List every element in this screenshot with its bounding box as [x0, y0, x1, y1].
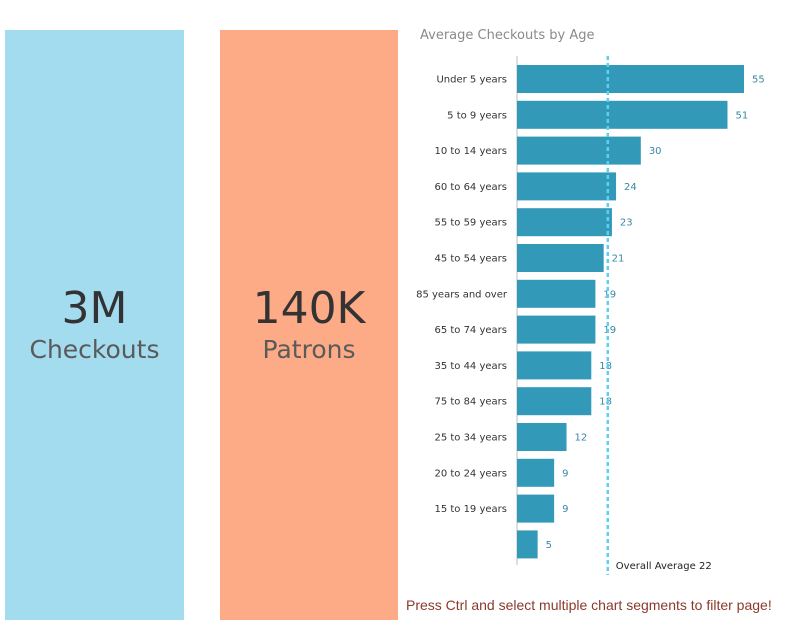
- data-label: 9: [562, 468, 568, 479]
- data-label: 19: [603, 289, 616, 300]
- checkouts-value: 3M: [61, 282, 128, 334]
- data-label: 18: [599, 397, 612, 408]
- bar[interactable]: [517, 172, 617, 201]
- patrons-label: Patrons: [262, 334, 356, 364]
- category-label: 75 to 84 years: [434, 397, 507, 408]
- bar[interactable]: [517, 530, 538, 559]
- data-label: 5: [546, 540, 552, 551]
- bar[interactable]: [517, 279, 596, 308]
- bar[interactable]: [517, 387, 592, 416]
- category-label: Under 5 years: [436, 75, 507, 86]
- average-line-label: Overall Average 22: [616, 561, 712, 572]
- data-label: 24: [624, 182, 637, 193]
- data-label: 9: [562, 504, 568, 515]
- category-label: 10 to 14 years: [434, 146, 507, 157]
- data-label: 23: [620, 218, 633, 229]
- category-label: 25 to 34 years: [434, 433, 507, 444]
- category-label: 55 to 59 years: [434, 218, 507, 229]
- category-label: 45 to 54 years: [434, 254, 507, 265]
- checkouts-label: Checkouts: [29, 334, 160, 364]
- patrons-value: 140K: [252, 282, 366, 334]
- category-label: 65 to 74 years: [434, 325, 507, 336]
- data-label: 12: [575, 433, 588, 444]
- bar[interactable]: [517, 65, 744, 93]
- bar[interactable]: [517, 136, 641, 165]
- bar[interactable]: [517, 100, 728, 129]
- bar[interactable]: [517, 315, 596, 344]
- bar[interactable]: [517, 244, 604, 272]
- bar[interactable]: [517, 423, 567, 451]
- category-label: 85 years and over: [416, 289, 508, 300]
- category-label: 35 to 44 years: [434, 361, 507, 372]
- patrons-card[interactable]: 140K Patrons: [220, 30, 398, 620]
- category-label: 60 to 64 years: [434, 182, 507, 193]
- bar[interactable]: [517, 494, 555, 523]
- chart-title: Average Checkouts by Age: [420, 28, 594, 43]
- data-label: 19: [603, 325, 616, 336]
- data-label: 18: [599, 361, 612, 372]
- bar[interactable]: [517, 351, 592, 380]
- data-label: 55: [752, 75, 765, 86]
- bar[interactable]: [517, 208, 612, 237]
- category-label: 15 to 19 years: [434, 504, 507, 515]
- average-checkouts-chart[interactable]: Average Checkouts by Age Under 5 years 55…: [400, 20, 799, 580]
- category-label: 20 to 24 years: [434, 468, 507, 479]
- bar[interactable]: [517, 458, 555, 487]
- plot-area: Under 5 years 55 5 to 9 years 51 10 to 14 ye…: [416, 56, 765, 575]
- footer-note: Press Ctrl and select multiple chart seg…: [406, 597, 772, 613]
- category-label: 5 to 9 years: [447, 110, 507, 121]
- checkouts-card[interactable]: 3M Checkouts: [5, 30, 184, 620]
- data-label: 30: [649, 146, 662, 157]
- data-label: 21: [612, 254, 625, 265]
- data-label: 51: [735, 110, 748, 121]
